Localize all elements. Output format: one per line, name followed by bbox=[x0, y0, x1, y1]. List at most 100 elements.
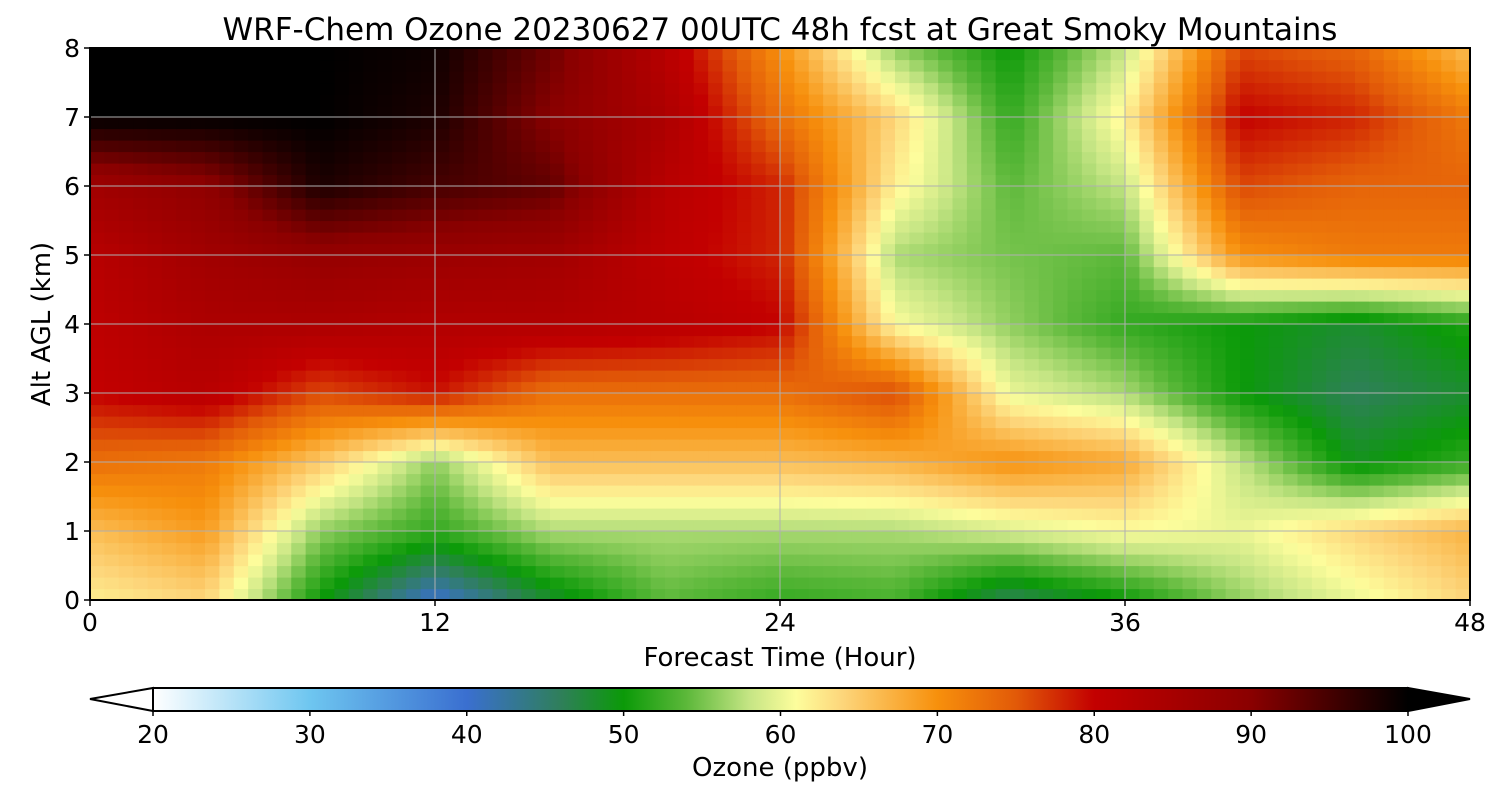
heatmap-cell bbox=[1455, 209, 1470, 222]
heatmap-cell bbox=[550, 128, 565, 141]
heatmap-cell bbox=[248, 542, 264, 555]
heatmap-cell bbox=[133, 209, 149, 222]
heatmap-cell bbox=[190, 519, 206, 532]
heatmap-cell bbox=[1038, 243, 1054, 256]
heatmap-cell bbox=[1096, 404, 1112, 417]
heatmap-cell bbox=[1196, 485, 1212, 498]
heatmap-cell bbox=[1426, 358, 1442, 371]
heatmap-cell bbox=[219, 416, 235, 429]
heatmap-cell bbox=[1369, 542, 1385, 555]
heatmap-cell bbox=[463, 531, 479, 544]
heatmap-cell bbox=[636, 117, 652, 130]
heatmap-cell bbox=[1311, 312, 1327, 325]
heatmap-cell bbox=[391, 266, 407, 279]
heatmap-cell bbox=[751, 531, 767, 544]
heatmap-cell bbox=[650, 301, 666, 314]
heatmap-cell bbox=[1398, 94, 1414, 107]
heatmap-cell bbox=[995, 347, 1011, 360]
heatmap-cell bbox=[808, 163, 824, 176]
heatmap-cell bbox=[607, 301, 623, 314]
heatmap-cell bbox=[305, 151, 321, 164]
heatmap-cell bbox=[736, 59, 752, 72]
heatmap-cell bbox=[205, 232, 220, 245]
heatmap-cell bbox=[1153, 416, 1169, 429]
heatmap-cell bbox=[837, 404, 853, 417]
heatmap-cell bbox=[190, 347, 206, 360]
heatmap-cell bbox=[248, 450, 264, 463]
heatmap-cell bbox=[923, 324, 939, 337]
heatmap-cell bbox=[205, 197, 220, 210]
heatmap-cell bbox=[593, 381, 609, 394]
heatmap-cell bbox=[118, 209, 134, 222]
heatmap-cell bbox=[219, 450, 235, 463]
heatmap-cell bbox=[665, 243, 680, 256]
heatmap-cell bbox=[104, 462, 120, 475]
heatmap-cell bbox=[995, 82, 1011, 95]
heatmap-cell bbox=[90, 71, 105, 84]
heatmap-cell bbox=[837, 232, 853, 245]
heatmap-cell bbox=[1096, 335, 1112, 348]
heatmap-cell bbox=[650, 174, 666, 187]
heatmap-cell bbox=[1125, 163, 1140, 176]
heatmap-cell bbox=[1067, 381, 1083, 394]
heatmap-cell bbox=[880, 163, 896, 176]
heatmap-cell bbox=[1311, 565, 1327, 578]
heatmap-cell bbox=[262, 450, 278, 463]
heatmap-cell bbox=[895, 531, 910, 544]
heatmap-cell bbox=[550, 347, 565, 360]
heatmap-cell bbox=[650, 82, 666, 95]
heatmap-cell bbox=[1398, 462, 1414, 475]
heatmap-cell bbox=[952, 128, 968, 141]
heatmap-cell bbox=[665, 462, 680, 475]
heatmap-cell bbox=[1053, 473, 1069, 486]
y-axis-label: Alt AGL (km) bbox=[27, 242, 57, 406]
heatmap-cell bbox=[118, 255, 134, 268]
heatmap-cell bbox=[880, 255, 896, 268]
heatmap-cell bbox=[1426, 278, 1442, 291]
heatmap-cell bbox=[161, 508, 177, 521]
heatmap-cell bbox=[435, 485, 450, 498]
heatmap-cell bbox=[506, 588, 522, 600]
heatmap-cell bbox=[1398, 508, 1414, 521]
heatmap-cell bbox=[650, 335, 666, 348]
heatmap-cell bbox=[765, 577, 781, 590]
heatmap-cell bbox=[233, 347, 249, 360]
heatmap-cell bbox=[952, 94, 968, 107]
heatmap-cell bbox=[506, 105, 522, 118]
heatmap-cell bbox=[233, 496, 249, 509]
heatmap-cell bbox=[823, 163, 839, 176]
heatmap-cell bbox=[305, 427, 321, 440]
heatmap-cell bbox=[118, 427, 134, 440]
heatmap-cell bbox=[650, 358, 666, 371]
heatmap-cell bbox=[1168, 439, 1184, 452]
heatmap-cell bbox=[722, 565, 738, 578]
heatmap-cell bbox=[780, 220, 795, 233]
heatmap-cell bbox=[1268, 347, 1284, 360]
heatmap-cell bbox=[1441, 255, 1457, 268]
heatmap-cell bbox=[1297, 243, 1313, 256]
heatmap-cell bbox=[176, 473, 192, 486]
colorbar-tick-label: 50 bbox=[608, 720, 640, 749]
heatmap-cell bbox=[866, 508, 882, 521]
heatmap-cell bbox=[736, 542, 752, 555]
heatmap-cell bbox=[550, 71, 565, 84]
heatmap-cell bbox=[866, 519, 882, 532]
heatmap-cell bbox=[219, 312, 235, 325]
heatmap-cell bbox=[736, 519, 752, 532]
heatmap-cell bbox=[564, 542, 580, 555]
heatmap-cell bbox=[1024, 48, 1040, 61]
heatmap-cell bbox=[722, 370, 738, 383]
heatmap-cell bbox=[1398, 128, 1414, 141]
heatmap-cell bbox=[1153, 220, 1169, 233]
heatmap-cell bbox=[938, 266, 954, 279]
heatmap-cell bbox=[564, 48, 580, 61]
heatmap-cell bbox=[607, 496, 623, 509]
heatmap-cell bbox=[981, 427, 997, 440]
heatmap-cell bbox=[1024, 554, 1040, 567]
heatmap-cell bbox=[693, 266, 709, 279]
heatmap-cell bbox=[823, 462, 839, 475]
heatmap-cell bbox=[1268, 266, 1284, 279]
heatmap-cell bbox=[363, 220, 379, 233]
heatmap-cell bbox=[190, 105, 206, 118]
heatmap-cell bbox=[449, 588, 465, 600]
